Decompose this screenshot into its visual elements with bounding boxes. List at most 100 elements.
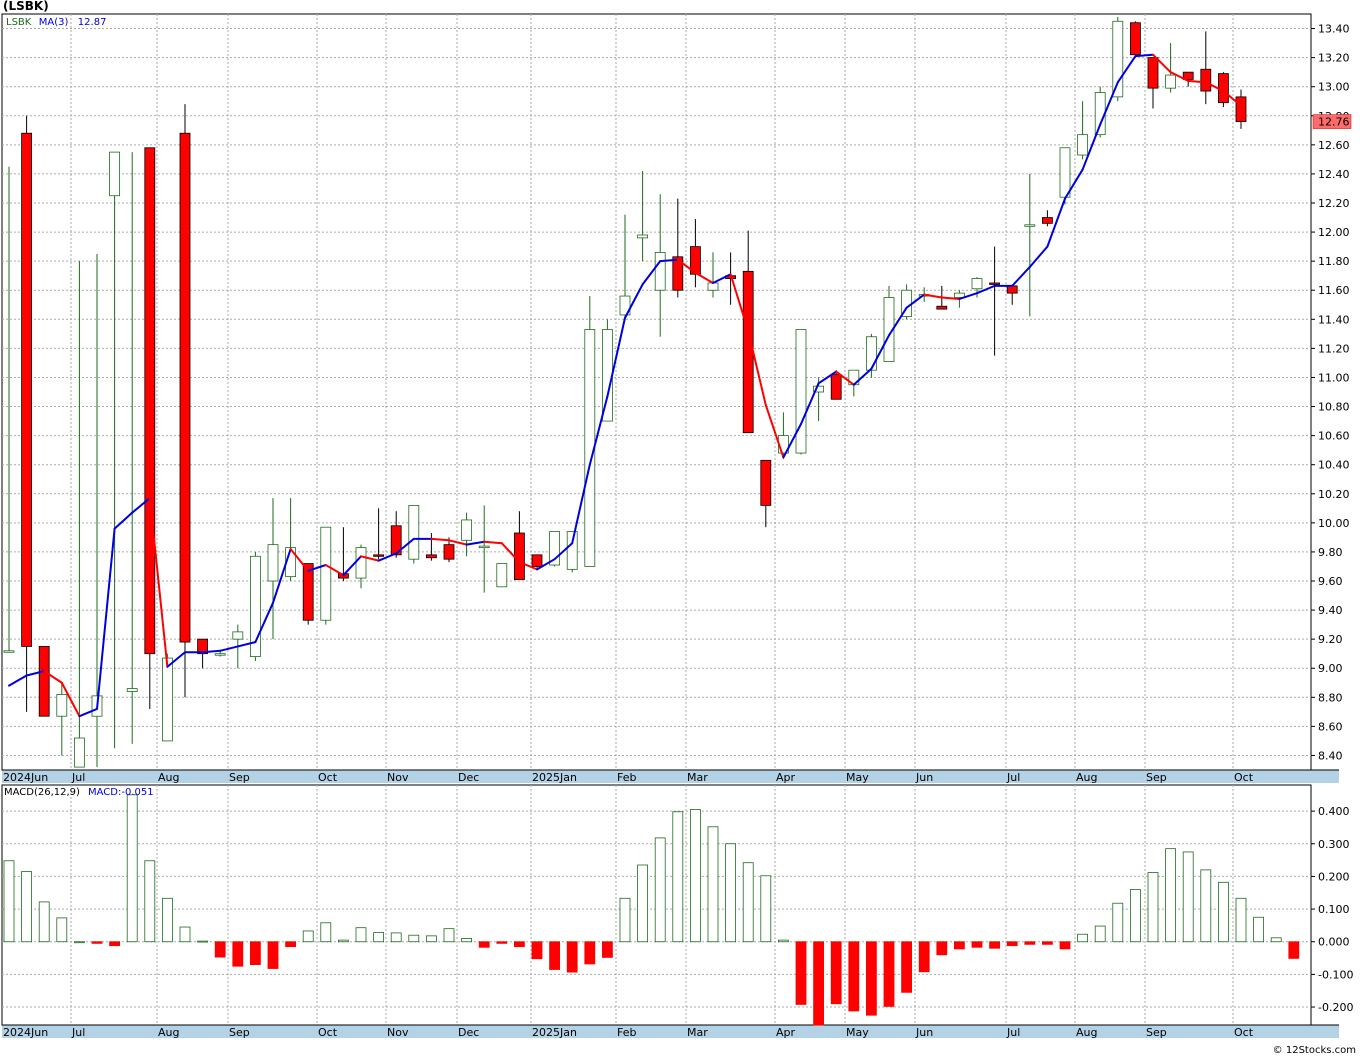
candle-up [74,737,85,768]
ma3-segment [641,260,662,286]
macd-xtick-label: Aug [158,1026,179,1039]
macd-xtick-label: May [846,1026,869,1039]
macd-xtick-label: Oct [1234,1026,1254,1039]
price-ytick-label: 9.80 [1318,546,1343,559]
price-xtick-label: Sep [1146,771,1167,784]
candle-down [144,147,156,655]
candle-down [1200,68,1212,92]
macd-legend-item: MACD:-0.051 [88,787,154,798]
ma3-segment [694,271,714,284]
price-ytick-label: 12.20 [1318,197,1350,210]
ma3-segment [782,422,802,459]
candle-down [373,554,385,557]
macd-ytick-label: 0.200 [1318,870,1350,883]
candle-down [989,282,1000,285]
macd-bar-positive [707,826,719,943]
macd-bar-positive [637,864,648,943]
macd-ytick-label: -0.200 [1318,1001,1353,1014]
macd-bar-negative [214,941,226,958]
macd-bar-negative [1024,941,1036,945]
ma3-segment [1064,168,1084,200]
candle-up [1165,74,1176,89]
price-ytick-label: 12.00 [1318,226,1350,239]
macd-bar-positive [425,935,437,943]
macd-bar-positive [654,837,666,943]
macd-bar-positive [408,934,420,943]
candle-up [249,555,261,657]
ma3-segment [1028,245,1049,268]
macd-bar-positive [144,860,156,943]
price-ytick-label: 11.40 [1318,313,1350,326]
ma3-segment [729,273,750,332]
candle-up [654,252,666,291]
candle-up [866,336,877,371]
ma3-segment [483,540,503,545]
price-ytick-label: 10.20 [1318,488,1350,501]
candle-down [830,374,842,400]
macd-bar-negative [549,941,560,970]
price-xtick-label: Feb [617,771,636,784]
macd-bar-positive [1130,889,1141,943]
candle-up [619,295,631,316]
macd-bar-positive [778,939,789,943]
ma3-segment [1152,53,1172,74]
candle-up [707,282,719,291]
candle-up [795,329,807,454]
macd-xtick-label: Sep [1146,1026,1167,1039]
candle-down [760,459,772,506]
candle-down [514,532,525,580]
macd-bars [3,794,1300,1026]
macd-bar-negative [267,941,279,969]
candle-down [531,554,543,567]
ma3-segment [747,329,767,407]
price-xtick-label: Mar [687,771,708,784]
macd-xtick-label: 2025Jan [532,1026,577,1039]
macd-bar-negative [989,941,1000,949]
price-xtick-label: Jun [915,771,933,784]
ma3-segment [377,552,398,562]
macd-ytick-label: -0.100 [1318,968,1353,981]
price-ytick-label: 8.40 [1318,749,1343,762]
macd-xtick-label: Dec [458,1026,479,1039]
macd-bar-negative [285,941,297,948]
price-xtick-label: May [846,771,869,784]
ma3-segment [976,284,996,295]
price-xtick-label: Dec [458,771,479,784]
ma3-segment [395,537,415,555]
macd-ytick-label: 0.400 [1318,805,1350,818]
price-ytick-label: 10.60 [1318,430,1350,443]
ma3-line [8,53,1242,718]
ma3-segment [518,561,538,571]
macd-bar-negative [514,941,525,948]
macd-bar-positive [461,938,473,943]
macd-bar-positive [760,875,772,943]
price-xtick-label: Oct [318,771,338,784]
price-legend-item: 12.87 [78,17,107,28]
price-ytick-label: 9.00 [1318,662,1343,675]
macd-bar-positive [3,860,15,943]
price-ytick-label: 12.60 [1318,139,1350,152]
ma3-segment [940,296,961,300]
macd-bar-positive [619,897,631,943]
candle-up [971,278,983,290]
ma3-segment [1116,55,1137,84]
candle-down [38,646,50,717]
macd-bar-positive [1147,872,1159,943]
candle-down [390,525,402,556]
macd-bar-negative [496,941,508,944]
price-xtick-label: Oct [1234,771,1254,784]
candle-up [461,519,473,541]
price-xtick-label: Aug [1076,771,1097,784]
macd-xtick-label: Mar [687,1026,708,1039]
ma3-segment [888,306,908,337]
candle-up [320,526,332,621]
macd-bar-positive [1270,937,1282,943]
candle-up [109,151,120,197]
macd-bar-negative [1006,941,1018,947]
candle-up [3,650,15,653]
macd-bar-positive [1112,902,1124,943]
macd-bar-positive [179,926,191,943]
ma3-segment [676,258,697,274]
macd-xtick-label: Jun [915,1026,933,1039]
macd-bar-negative [901,941,912,993]
